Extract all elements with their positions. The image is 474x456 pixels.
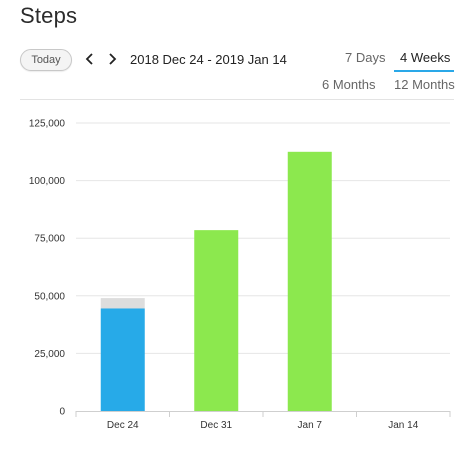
- bar-jan-7[interactable]: [287, 151, 332, 412]
- y-tick-label: 25,000: [34, 349, 65, 360]
- y-tick-label: 50,000: [34, 291, 65, 302]
- x-tick-label: Dec 31: [200, 420, 232, 431]
- y-tick-label: 125,000: [29, 119, 66, 130]
- header-divider: [20, 99, 454, 100]
- bar-remainder: [100, 298, 145, 309]
- y-tick-label: 0: [59, 407, 65, 418]
- tab-12-months[interactable]: 12 Months: [394, 77, 455, 92]
- x-tick-label: Jan 7: [298, 420, 323, 431]
- today-button[interactable]: Today: [20, 49, 72, 71]
- date-range-label: 2018 Dec 24 - 2019 Jan 14: [130, 52, 287, 67]
- tab-4-weeks[interactable]: 4 Weeks: [400, 50, 451, 65]
- chevron-left-icon[interactable]: [83, 52, 97, 66]
- steps-bar-chart: 0 25,000 50,000 75,000 100,000 125,000 Dec 24 D…: [29, 119, 451, 431]
- bar-dec-31[interactable]: [194, 230, 239, 411]
- bar-dec-24[interactable]: [100, 308, 145, 411]
- selected-tab-indicator: [394, 70, 454, 72]
- tab-7-days[interactable]: 7 Days: [345, 50, 386, 65]
- x-tick-label: Dec 24: [107, 420, 139, 431]
- y-tick-label: 75,000: [34, 234, 65, 245]
- tab-6-months[interactable]: 6 Months: [322, 77, 376, 92]
- x-tick-label: Jan 14: [388, 420, 418, 431]
- y-tick-label: 100,000: [29, 176, 66, 187]
- chevron-right-icon[interactable]: [105, 52, 119, 66]
- page-title: Steps: [20, 3, 78, 28]
